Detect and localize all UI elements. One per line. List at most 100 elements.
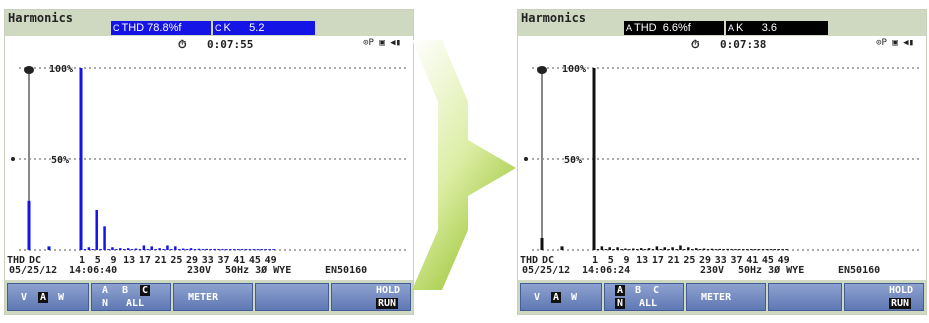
harmonic-bar <box>166 245 169 250</box>
phase-n: N <box>615 298 626 309</box>
hold-run-softkey[interactable]: HOLD RUN <box>844 283 924 311</box>
harmonic-bar <box>122 249 126 251</box>
harmonic-bar <box>107 249 110 251</box>
x-tick-label: 1 <box>79 255 85 264</box>
x-tick-label: 33 <box>715 255 727 264</box>
harmonic-bar <box>197 248 201 250</box>
x-tick-label: 29 <box>186 255 198 264</box>
harmonic-bar <box>209 249 212 251</box>
harmonic-bar <box>687 247 690 250</box>
harmonic-bar <box>174 246 177 250</box>
vaw-softkey[interactable]: V A W <box>520 283 602 311</box>
thd-value: THD 6.6%f <box>634 22 691 34</box>
harmonic-bar <box>702 248 706 250</box>
w-label: W <box>571 292 578 303</box>
blank-softkey[interactable] <box>255 283 329 311</box>
harmonic-bar <box>158 248 161 250</box>
harmonic-bar <box>647 248 651 250</box>
harmonic-bar <box>201 249 205 251</box>
phase-c: C <box>140 285 151 296</box>
harmonic-bar <box>193 249 197 251</box>
harmonic-bar <box>663 247 666 250</box>
phase-b: B <box>635 285 642 296</box>
x-tick-label: 17 <box>139 255 151 264</box>
k-factor-value: K 3.6 <box>736 22 777 34</box>
phase-select-softkey[interactable]: A B C N ALL <box>604 283 684 311</box>
harmonic-bar <box>95 209 98 250</box>
status-icons: ⊙P ▣ ◀▮ <box>363 38 401 48</box>
harmonic-bar <box>99 249 102 251</box>
phase-label: A <box>626 23 633 33</box>
harmonic-bar <box>560 246 564 250</box>
harmonic-bar <box>260 249 264 251</box>
a-label: A <box>551 292 562 303</box>
harmonic-bar <box>205 248 209 250</box>
harmonic-bar <box>632 248 635 250</box>
harmonic-bar <box>142 245 146 250</box>
w-label: W <box>58 292 65 303</box>
status-row: ⏱ 0:07:38 ⊙P ▣ ◀▮ <box>518 38 926 52</box>
phase-b: B <box>122 285 129 296</box>
harmonic-bar <box>248 249 252 251</box>
harmonic-bar <box>130 249 134 251</box>
harmonic-bar <box>236 249 240 251</box>
harmonic-bar <box>596 249 600 251</box>
harmonic-bar <box>616 247 619 250</box>
harmonic-bar <box>628 249 631 251</box>
harmonic-bar <box>181 248 185 250</box>
harmonic-bar <box>178 249 181 251</box>
nominal-voltage: 230V <box>700 265 725 276</box>
x-tick-label: 21 <box>668 255 680 264</box>
harmonic-bar <box>540 237 544 250</box>
x-tick-label: 45 <box>249 255 261 264</box>
meter-softkey[interactable]: METER <box>173 283 253 311</box>
run-label: RUN <box>376 298 399 309</box>
x-tick-label: 9 <box>623 255 629 264</box>
frequency-config: 50Hz 3Ø WYE <box>738 265 805 276</box>
harmonic-bar <box>694 248 698 250</box>
harmonic-bar <box>256 249 260 251</box>
harmonic-bar <box>679 245 682 250</box>
harmonic-bar <box>185 249 189 251</box>
phase-all: ALL <box>639 298 658 309</box>
x-tick-label: 5 <box>608 255 614 264</box>
harmonic-bar <box>126 248 130 250</box>
thd-readout: A THD 6.6%f <box>624 21 724 35</box>
hold-run-softkey[interactable]: HOLD RUN <box>331 283 411 311</box>
harmonic-bar <box>781 249 784 251</box>
vaw-softkey[interactable]: V A W <box>7 283 89 311</box>
harmonic-bar <box>651 249 655 251</box>
harmonic-bar <box>761 249 765 251</box>
blank-softkey[interactable] <box>768 283 842 311</box>
harmonic-bar <box>221 249 224 251</box>
x-tick-label: 37 <box>730 255 742 264</box>
x-tick-label: 9 <box>110 255 116 264</box>
harmonic-bar <box>675 249 678 251</box>
harmonic-bar <box>268 249 271 251</box>
meter-softkey[interactable]: METER <box>686 283 766 311</box>
status-row: ⏱ 0:07:55 ⊙P ▣ ◀▮ <box>5 38 413 52</box>
x-tick-label: 41 <box>233 255 245 264</box>
v-label: V <box>21 292 28 303</box>
status-icons: ⊙P ▣ ◀▮ <box>876 38 914 48</box>
x-tick-label: 29 <box>699 255 711 264</box>
transition-arrow-icon <box>412 40 516 290</box>
meter-label: METER <box>188 292 219 303</box>
harmonic-bar <box>91 249 95 251</box>
harmonics-bar-chart: 100% 50% THD DC 1 5 9 13 17 21 25 29 33 37 41 45 49 <box>520 64 922 264</box>
harmonic-bar <box>233 249 236 251</box>
nominal-voltage: 230V <box>187 265 212 276</box>
harmonic-bar <box>217 249 220 251</box>
x-tick-label: DC <box>29 255 41 264</box>
date: 05/25/12 <box>9 265 58 276</box>
phase-select-softkey[interactable]: A B C N ALL <box>91 283 171 311</box>
thd-readout: C THD 78.8%f <box>111 21 211 35</box>
harmonic-bar <box>111 247 114 250</box>
x-tick-label: 49 <box>265 255 277 264</box>
y-label-50: 50% <box>51 155 69 166</box>
phase-all: ALL <box>126 298 145 309</box>
phase-n: N <box>102 298 109 309</box>
thd-value: THD 78.8%f <box>121 22 182 34</box>
